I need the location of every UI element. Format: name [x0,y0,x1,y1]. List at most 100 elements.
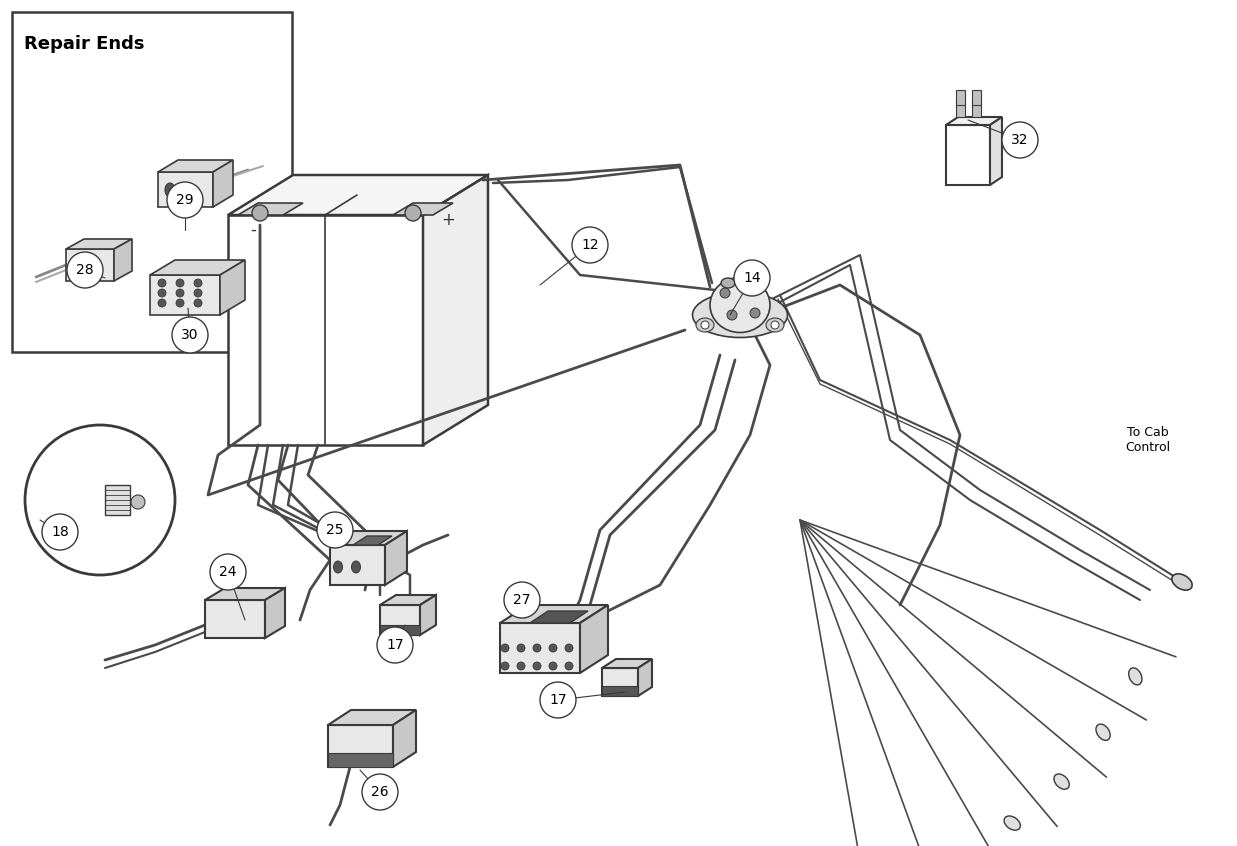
Circle shape [158,279,166,287]
Polygon shape [205,588,285,600]
Text: 25: 25 [327,523,344,537]
Polygon shape [946,117,1002,125]
Polygon shape [385,531,407,585]
Circle shape [158,289,166,297]
Circle shape [1002,122,1038,158]
Text: 32: 32 [1012,133,1029,147]
Ellipse shape [1004,816,1021,830]
Text: 17: 17 [549,693,567,707]
FancyBboxPatch shape [955,91,965,106]
Circle shape [565,644,573,652]
Circle shape [771,321,779,329]
Polygon shape [328,710,416,725]
Polygon shape [158,160,233,172]
Polygon shape [602,668,638,696]
Ellipse shape [351,561,360,573]
Polygon shape [393,710,416,767]
Polygon shape [380,625,421,635]
Circle shape [167,182,203,218]
Circle shape [541,682,576,718]
Text: -: - [250,221,256,239]
Ellipse shape [710,277,769,332]
Text: 26: 26 [371,785,388,799]
Circle shape [25,425,174,575]
Ellipse shape [745,278,760,288]
Polygon shape [380,605,421,635]
Polygon shape [150,260,245,275]
Polygon shape [328,725,393,767]
Circle shape [158,299,166,307]
Circle shape [67,252,103,288]
Polygon shape [380,595,435,605]
Circle shape [517,644,524,652]
Circle shape [517,662,524,670]
Polygon shape [638,659,652,696]
Circle shape [317,512,353,548]
Circle shape [404,205,421,221]
Ellipse shape [693,293,788,338]
Circle shape [176,279,184,287]
Polygon shape [158,172,213,207]
Circle shape [194,299,202,307]
Polygon shape [328,753,393,767]
Ellipse shape [766,318,784,332]
Polygon shape [500,623,580,673]
Polygon shape [393,203,453,215]
Text: To Cab
Control: To Cab Control [1126,426,1170,454]
Polygon shape [946,125,990,185]
Polygon shape [205,600,265,638]
Circle shape [210,554,246,590]
Polygon shape [580,605,609,673]
Polygon shape [330,545,385,585]
Polygon shape [238,203,303,215]
Text: 12: 12 [581,238,599,252]
Circle shape [745,285,755,295]
Circle shape [549,662,557,670]
Polygon shape [66,239,132,249]
Polygon shape [105,485,130,515]
Polygon shape [150,275,220,315]
Text: 24: 24 [219,565,236,579]
Text: 14: 14 [743,271,761,285]
Circle shape [503,582,541,618]
FancyBboxPatch shape [955,102,965,118]
Circle shape [194,279,202,287]
Polygon shape [213,160,233,207]
Circle shape [727,310,737,320]
Circle shape [172,317,208,353]
Text: Repair Ends: Repair Ends [24,35,145,53]
Text: +: + [442,211,455,229]
Polygon shape [228,215,423,445]
Circle shape [377,627,413,663]
Ellipse shape [1096,724,1111,740]
Polygon shape [265,588,285,638]
Text: 29: 29 [176,193,194,207]
Circle shape [194,289,202,297]
Text: 18: 18 [51,525,69,539]
Ellipse shape [183,183,193,197]
Bar [12,12,292,352]
Polygon shape [423,175,489,445]
Circle shape [252,205,268,221]
Ellipse shape [721,278,735,288]
Circle shape [565,662,573,670]
Text: 28: 28 [77,263,94,277]
Polygon shape [220,260,245,315]
Circle shape [362,774,398,810]
Polygon shape [990,117,1002,185]
Circle shape [501,644,508,652]
Polygon shape [421,595,435,635]
Polygon shape [330,531,407,545]
Circle shape [720,288,730,298]
FancyBboxPatch shape [971,102,981,118]
Circle shape [734,260,769,296]
Text: 17: 17 [386,638,403,652]
Circle shape [501,662,508,670]
Circle shape [750,308,760,318]
Ellipse shape [1128,667,1142,685]
Polygon shape [500,605,609,623]
Circle shape [571,227,609,263]
Polygon shape [228,175,489,215]
Ellipse shape [334,561,343,573]
Circle shape [533,644,541,652]
